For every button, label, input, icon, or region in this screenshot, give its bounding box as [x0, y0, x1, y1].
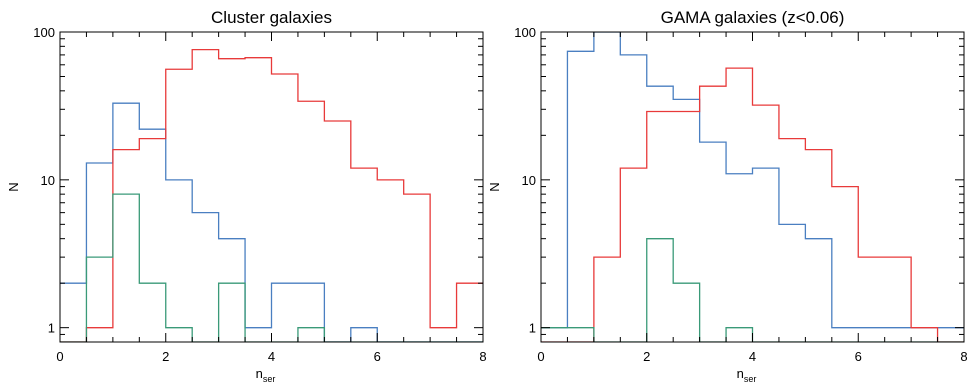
histogram-series-3 [541, 238, 964, 342]
x-tick-label: 4 [268, 349, 275, 364]
x-tick-label: 6 [374, 349, 381, 364]
panel-cluster-galaxies: 0 2 4 6 8 1 10 100 Cluster galaxies nser N [6, 8, 487, 384]
x-tick-label: 6 [855, 349, 862, 364]
x-tick-label: 0 [56, 349, 63, 364]
x-tick-label: 2 [162, 349, 169, 364]
series-group [541, 32, 964, 342]
histogram-series-3 [60, 193, 483, 342]
y-tick-label: 1 [48, 321, 55, 336]
chart-title: GAMA galaxies (z<0.06) [661, 8, 845, 27]
x-axis-label: nser [737, 366, 757, 384]
panel-gama-galaxies: 0 2 4 6 8 1 10 100 GAMA galaxies (z<0.06) nser N [487, 8, 968, 384]
y-tick-label: 10 [41, 173, 55, 188]
x-axis-label: nser [256, 366, 276, 384]
x-tick-label: 4 [749, 349, 756, 364]
x-tick-label: 0 [537, 349, 544, 364]
y-tick-label: 100 [514, 25, 536, 40]
y-axis-label: N [6, 182, 21, 191]
histogram-series-1 [60, 102, 483, 342]
x-tick-label: 8 [479, 349, 486, 364]
chart-title: Cluster galaxies [211, 8, 332, 27]
series-group [60, 48, 483, 342]
histogram-series-1 [541, 32, 964, 329]
y-tick-label: 100 [33, 25, 55, 40]
histogram-series-2 [60, 48, 483, 342]
histogram-series-2 [541, 67, 964, 342]
y-tick-label: 1 [529, 321, 536, 336]
x-tick-label: 2 [643, 349, 650, 364]
y-tick-label: 10 [522, 173, 536, 188]
x-tick-label: 8 [960, 349, 967, 364]
y-axis-label: N [487, 182, 502, 191]
